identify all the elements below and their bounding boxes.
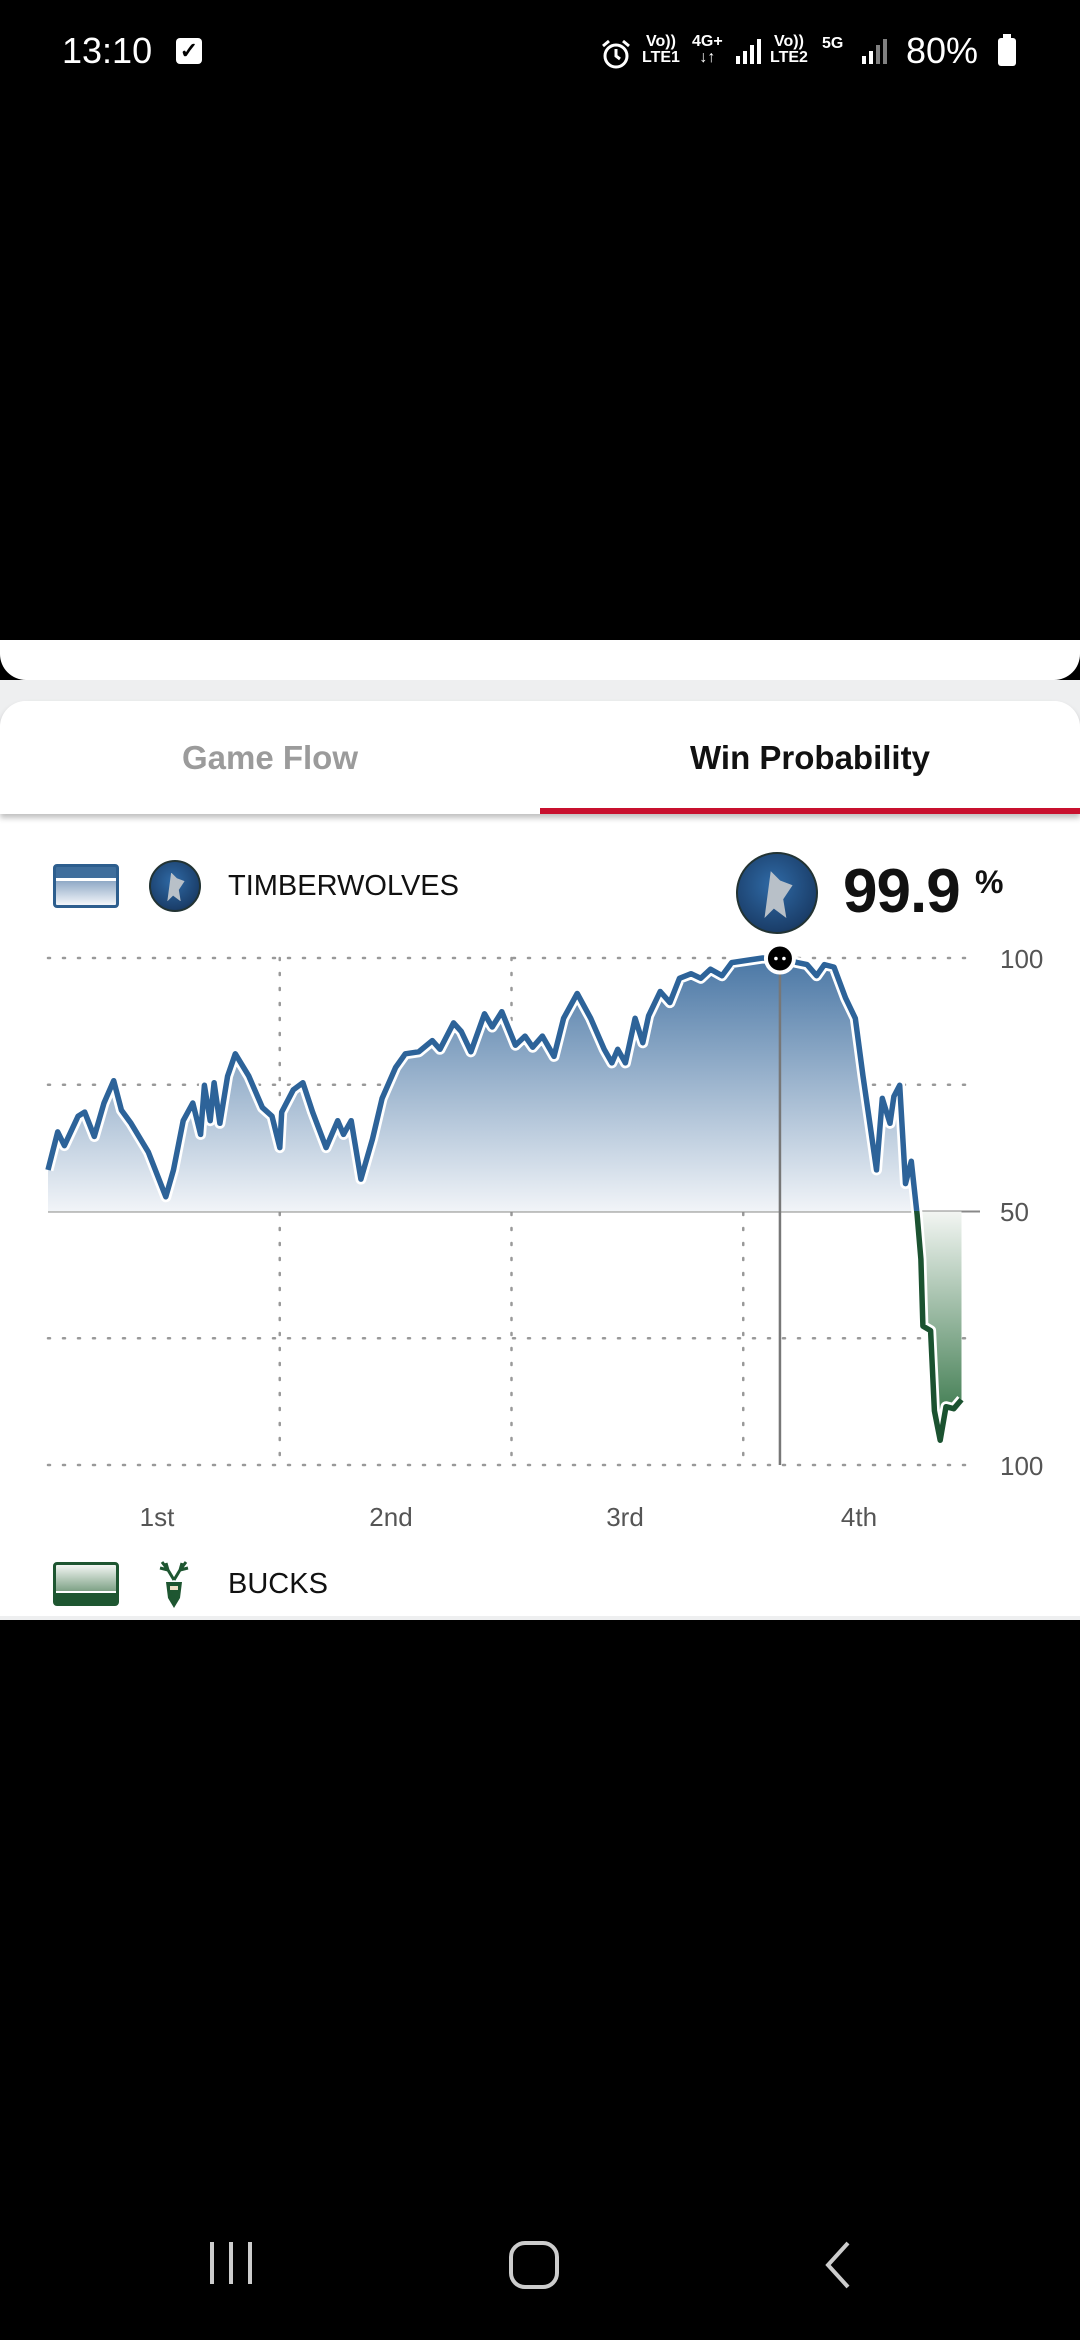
timberwolves-area: [48, 958, 917, 1211]
sim2-indicator: Vo)) LTE2: [770, 33, 808, 66]
checkbox-icon: ✓: [176, 38, 202, 64]
tab-bar: Game Flow Win Probability: [0, 701, 1080, 814]
x-tick-label: 2nd: [369, 1502, 412, 1532]
status-bar: 13:10 ✓ Vo)) LTE1 4G+ ↓↑ Vo)) LTE2 5G 80%: [0, 0, 1080, 100]
away-team-name: BUCKS: [228, 1568, 328, 1600]
previous-card: [0, 640, 1080, 680]
home-icon[interactable]: [508, 2240, 560, 2290]
tab-game-flow[interactable]: Game Flow: [181, 739, 359, 776]
active-tab-indicator: [540, 808, 1080, 814]
network-type-1: 4G+ ↓↑: [692, 33, 723, 66]
y-tick-label: 50: [1000, 1197, 1029, 1227]
y-tick-label: 100: [1000, 944, 1043, 974]
timberwolves-logo: [149, 860, 201, 912]
x-tick-label: 1st: [140, 1502, 175, 1532]
bucks-legend-swatch: [53, 1562, 119, 1606]
percent-sign: %: [975, 864, 1004, 900]
bucks-logo: [159, 1561, 189, 1608]
leading-team-logo: [736, 852, 818, 934]
win-probability-value: 99.9: [843, 857, 961, 926]
tab-win-probability[interactable]: Win Probability: [690, 739, 930, 776]
recent-apps-icon[interactable]: [206, 2240, 256, 2286]
alarm-icon: [602, 39, 630, 69]
signal-icon: [862, 38, 887, 64]
timberwolves-legend-swatch: [53, 864, 119, 908]
x-tick-label: 4th: [841, 1502, 877, 1532]
highlight-point: [763, 942, 796, 975]
win-probability-chart[interactable]: 100 50 100 1st 2nd 3rd 4th: [0, 930, 1080, 1550]
timberwolves-line: [45, 955, 920, 1211]
home-team-name: TIMBERWOLVES: [228, 870, 459, 902]
sim1-indicator: Vo)) LTE1: [642, 33, 680, 66]
y-tick-label: 100: [1000, 1451, 1043, 1481]
highlight-point-eye: [782, 956, 786, 961]
signal-icon: [736, 38, 761, 64]
network-type-2: 5G: [822, 35, 844, 52]
battery-icon: [998, 34, 1016, 66]
battery-percent: 80%: [906, 30, 979, 71]
back-icon[interactable]: [822, 2240, 854, 2290]
clock: 13:10: [62, 30, 153, 71]
x-tick-label: 3rd: [606, 1502, 644, 1532]
highlight-point-eye: [774, 956, 778, 961]
